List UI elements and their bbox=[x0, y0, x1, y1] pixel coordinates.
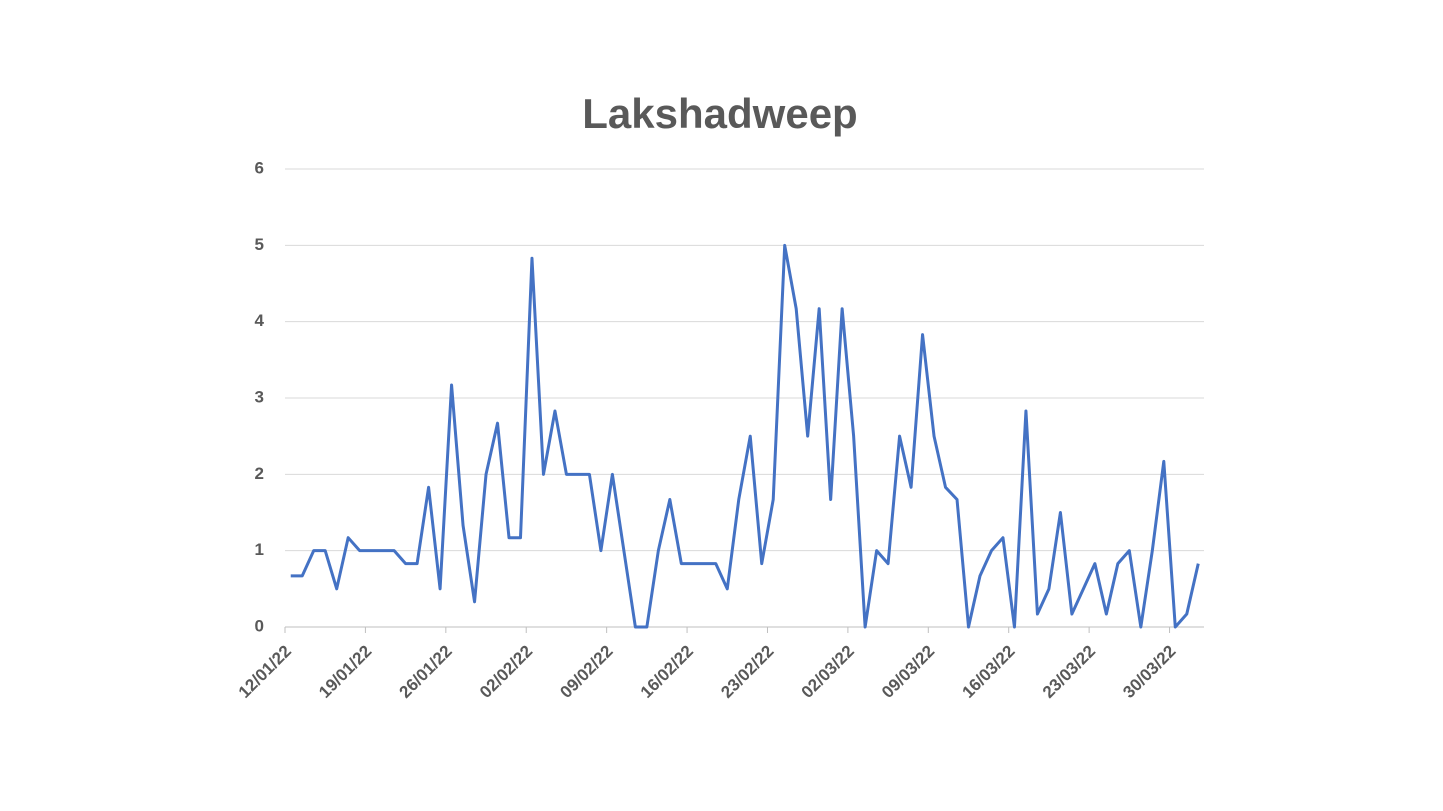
chart-title: Lakshadweep bbox=[582, 90, 857, 137]
y-tick-label: 5 bbox=[255, 235, 264, 254]
y-tick-label: 2 bbox=[255, 464, 264, 483]
x-tick-label: 23/03/22 bbox=[1039, 642, 1099, 702]
y-tick-label: 4 bbox=[255, 311, 265, 330]
y-tick-label: 6 bbox=[255, 158, 264, 177]
x-tick-label: 02/02/22 bbox=[476, 642, 536, 702]
x-tick-label: 16/03/22 bbox=[958, 642, 1018, 702]
x-tick-label: 16/02/22 bbox=[637, 642, 697, 702]
x-tick-label: 23/02/22 bbox=[717, 642, 777, 702]
x-tick-label: 09/02/22 bbox=[556, 642, 616, 702]
x-tick-label: 30/03/22 bbox=[1119, 642, 1179, 702]
x-tick-label: 19/01/22 bbox=[315, 642, 375, 702]
y-tick-label: 0 bbox=[255, 616, 264, 635]
y-tick-label: 3 bbox=[255, 387, 264, 406]
y-tick-label: 1 bbox=[255, 540, 264, 559]
x-tick-label: 12/01/22 bbox=[235, 642, 295, 702]
x-tick-label: 02/03/22 bbox=[798, 642, 858, 702]
x-tick-label: 26/01/22 bbox=[396, 642, 456, 702]
x-tick-label: 09/03/22 bbox=[878, 642, 938, 702]
data-line bbox=[290, 243, 1200, 629]
